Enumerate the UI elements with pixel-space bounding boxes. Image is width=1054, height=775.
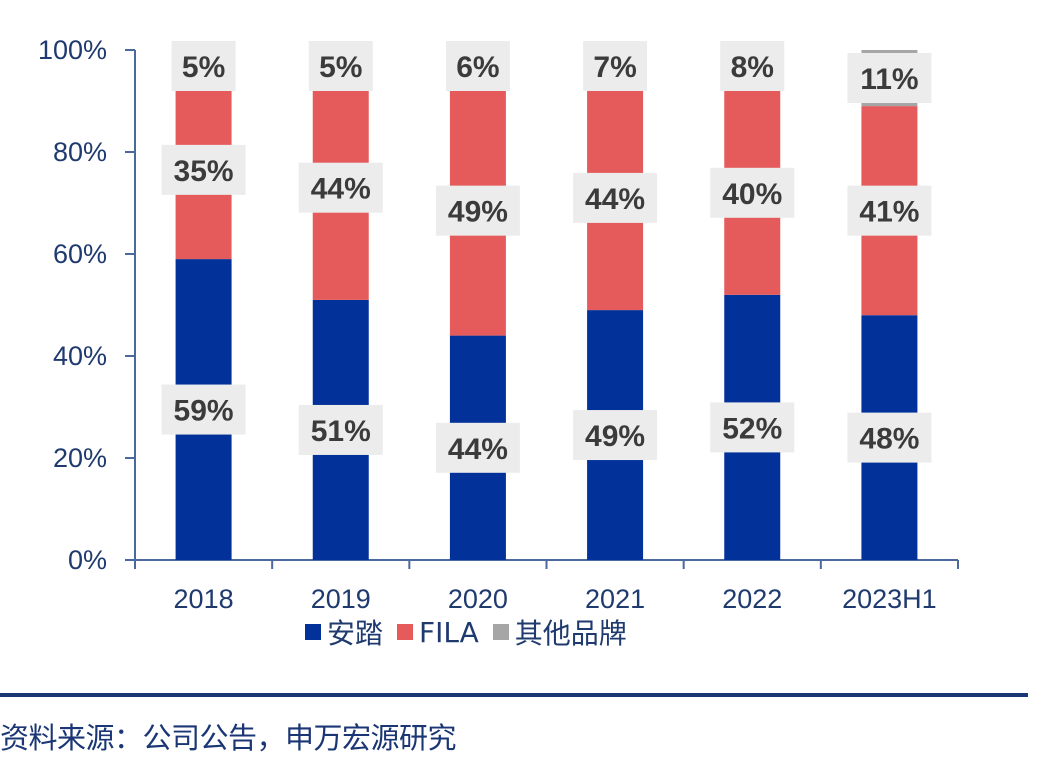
data-label-box xyxy=(308,41,373,91)
data-label-box xyxy=(435,185,520,236)
legend-item-anta: 安踏 xyxy=(305,612,383,652)
data-label-box xyxy=(847,412,932,463)
data-labels: 59% 35% 5% 51% 44% 5% 44% 49% 6% 49% 44% 7% 52% 40% 8%… xyxy=(161,41,932,473)
bars xyxy=(175,50,918,560)
data-label-box xyxy=(161,384,246,435)
legend-item-other: 其他品牌 xyxy=(492,612,627,652)
legend-item-fila: FILA xyxy=(397,616,479,649)
data-label-box xyxy=(583,41,648,91)
x-tick-label: 2018 xyxy=(174,584,234,610)
x-tick-label: 2021 xyxy=(585,584,645,610)
legend: 安踏 FILA 其他品牌 xyxy=(305,612,641,652)
data-label: 5% xyxy=(319,51,362,84)
data-label: 44% xyxy=(311,173,371,206)
legend-label-other: 其他品牌 xyxy=(514,617,627,650)
y-tick-label: 80% xyxy=(53,137,107,167)
x-tick-label: 2023H1 xyxy=(842,584,937,610)
data-label: 49% xyxy=(448,196,508,229)
y-tick-label: 40% xyxy=(53,341,107,371)
y-tick-label: 100% xyxy=(38,35,107,65)
data-label: 52% xyxy=(722,412,782,445)
legend-swatch-fila xyxy=(397,624,414,640)
source-note: 资料来源：公司公告，申万宏源研究 xyxy=(0,721,457,755)
y-tick-label: 0% xyxy=(68,545,107,575)
data-label: 35% xyxy=(174,155,234,188)
data-label: 8% xyxy=(731,51,774,84)
data-label: 59% xyxy=(174,395,234,428)
data-label-box xyxy=(298,404,383,455)
data-label-box xyxy=(445,41,510,91)
data-label: 41% xyxy=(859,196,919,229)
data-label: 51% xyxy=(311,415,371,448)
data-label-box xyxy=(298,162,383,213)
data-label-box xyxy=(710,167,795,218)
data-label: 6% xyxy=(456,51,499,84)
y-tick-label: 60% xyxy=(53,239,107,269)
data-label: 7% xyxy=(593,51,636,84)
x-tick-label: 2020 xyxy=(448,584,508,610)
data-label-box xyxy=(847,53,932,103)
data-label-box xyxy=(573,172,658,223)
data-label: 11% xyxy=(860,63,918,96)
data-label: 40% xyxy=(722,178,782,211)
legend-swatch-anta xyxy=(305,624,321,640)
legend-label-fila: FILA xyxy=(419,615,479,649)
data-label-box xyxy=(171,41,236,91)
data-label-box xyxy=(847,185,932,236)
data-label: 49% xyxy=(585,420,645,453)
data-label: 48% xyxy=(859,423,919,456)
stacked-bar-chart: 0% 20% 40% 60% 80% 100% 2018 2019 2020 2021 2022 20… xyxy=(38,35,959,610)
legend-label-anta: 安踏 xyxy=(327,617,384,650)
axes: 0% 20% 40% 60% 80% 100% 2018 2019 2020 2021 2022 20… xyxy=(38,35,959,610)
data-label-box xyxy=(710,402,795,453)
x-tick-label: 2022 xyxy=(722,584,782,610)
data-label-box xyxy=(573,410,658,461)
divider xyxy=(0,693,1028,697)
legend-swatch-other xyxy=(492,624,509,640)
data-label: 44% xyxy=(448,433,508,466)
data-label: 44% xyxy=(585,183,645,216)
data-label-box xyxy=(435,422,520,473)
x-tick-label: 2019 xyxy=(311,584,371,610)
y-tick-label: 20% xyxy=(53,443,107,473)
data-label: 5% xyxy=(182,51,225,84)
data-label-box xyxy=(720,41,785,91)
data-label-box xyxy=(161,144,246,195)
